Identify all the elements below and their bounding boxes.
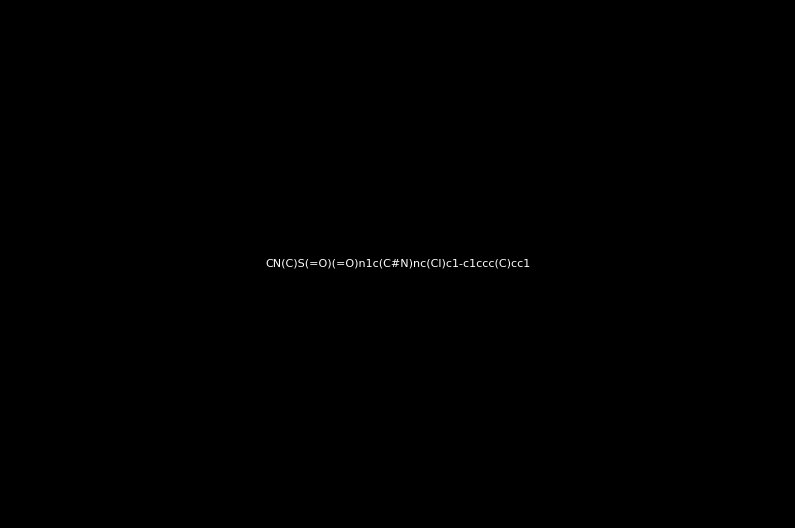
Text: CN(C)S(=O)(=O)n1c(C#N)nc(Cl)c1-c1ccc(C)cc1: CN(C)S(=O)(=O)n1c(C#N)nc(Cl)c1-c1ccc(C)c…: [265, 259, 530, 269]
